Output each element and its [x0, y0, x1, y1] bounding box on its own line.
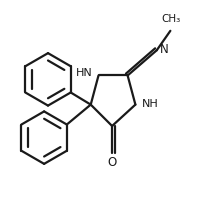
Text: O: O — [108, 156, 117, 169]
Text: CH₃: CH₃ — [162, 14, 181, 24]
Text: HN: HN — [76, 67, 92, 77]
Text: N: N — [160, 43, 169, 56]
Text: NH: NH — [142, 99, 158, 109]
